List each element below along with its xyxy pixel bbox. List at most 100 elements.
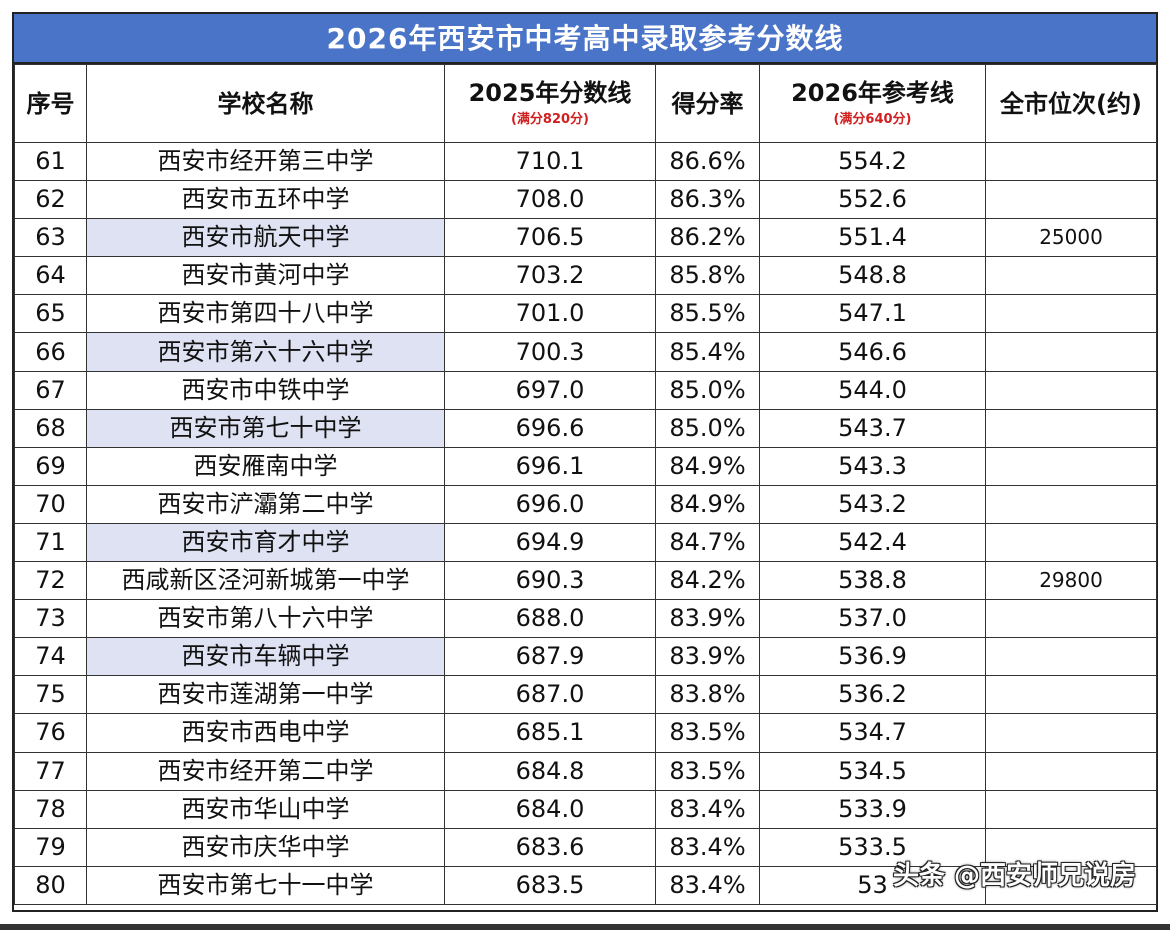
cell-rank	[985, 332, 1157, 372]
header-index: 序号	[14, 64, 87, 143]
cell-score2025: 690.3	[444, 561, 656, 601]
table-row: 69 西安雁南中学 696.1 84.9% 543.3	[14, 446, 1157, 486]
cell-rate: 86.2%	[655, 218, 760, 258]
table-row: 62 西安市五环中学 708.0 86.3% 552.6	[14, 180, 1157, 220]
cell-ref2026: 534.5	[759, 751, 986, 791]
score-table-wrapper: 序号 学校名称 2025年分数线 (满分820分) 得分率 2026年参考线 (…	[14, 64, 1157, 905]
cell-school: 西安雁南中学	[86, 446, 445, 486]
cell-ref2026: 551.4	[759, 218, 986, 258]
cell-score2025: 683.5	[444, 865, 656, 905]
table-row: 75 西安市莲湖第一中学 687.0 83.8% 536.2	[14, 675, 1157, 715]
cell-score2025: 708.0	[444, 180, 656, 220]
cell-school: 西安市浐灞第二中学	[86, 484, 445, 524]
cell-index: 78	[14, 789, 87, 829]
cell-index: 72	[14, 561, 87, 601]
cell-score2025: 685.1	[444, 713, 656, 753]
table-row: 63 西安市航天中学 706.5 86.2% 551.4 25000	[14, 218, 1157, 258]
cell-ref2026: 547.1	[759, 294, 986, 334]
cell-rate: 85.5%	[655, 294, 760, 334]
table-row: 68 西安市第七十中学 696.6 85.0% 543.7	[14, 408, 1157, 448]
table-row: 78 西安市华山中学 684.0 83.4% 533.9	[14, 789, 1157, 829]
cell-rank	[985, 484, 1157, 524]
cell-score2025: 710.1	[444, 141, 656, 182]
cell-rate: 84.2%	[655, 561, 760, 601]
cell-school: 西安市经开第三中学	[86, 141, 445, 182]
table-row: 80 西安市第七十一中学 683.5 83.4% 53	[14, 865, 1157, 905]
cell-rate: 85.8%	[655, 256, 760, 296]
cell-school: 西安市西电中学	[86, 713, 445, 753]
cell-ref2026: 548.8	[759, 256, 986, 296]
cell-school: 西安市五环中学	[86, 180, 445, 220]
cell-rate: 83.4%	[655, 865, 760, 905]
table-row: 77 西安市经开第二中学 684.8 83.5% 534.5	[14, 751, 1157, 791]
cell-index: 71	[14, 522, 87, 563]
table-row: 71 西安市育才中学 694.9 84.7% 542.4	[14, 522, 1157, 563]
cell-school: 西安市航天中学	[86, 218, 445, 258]
cell-ref2026: 534.7	[759, 713, 986, 753]
table-row: 70 西安市浐灞第二中学 696.0 84.9% 543.2	[14, 484, 1157, 524]
cell-index: 64	[14, 256, 87, 296]
table-title: 2026年西安市中考高中录取参考分数线	[14, 14, 1156, 64]
cell-ref2026: 542.4	[759, 522, 986, 563]
cell-rank	[985, 827, 1157, 867]
cell-rank	[985, 180, 1157, 220]
table-row: 74 西安市车辆中学 687.9 83.9% 536.9	[14, 637, 1157, 677]
cell-school: 西安市莲湖第一中学	[86, 675, 445, 715]
cell-index: 73	[14, 599, 87, 639]
cell-rate: 83.4%	[655, 827, 760, 867]
cell-rank: 25000	[985, 218, 1157, 258]
cell-index: 61	[14, 141, 87, 182]
cell-index: 74	[14, 637, 87, 677]
cell-score2025: 683.6	[444, 827, 656, 867]
cell-school: 西安市第八十六中学	[86, 599, 445, 639]
cell-rank	[985, 865, 1157, 905]
cell-school: 西安市第六十六中学	[86, 332, 445, 372]
cell-index: 62	[14, 180, 87, 220]
header-ref2026-note: (满分640分)	[833, 111, 912, 127]
cell-rank	[985, 408, 1157, 448]
cell-rate: 83.5%	[655, 713, 760, 753]
cell-index: 75	[14, 675, 87, 715]
cell-rate: 84.9%	[655, 484, 760, 524]
cell-score2025: 696.6	[444, 408, 656, 448]
cell-score2025: 687.0	[444, 675, 656, 715]
cell-ref2026: 536.9	[759, 637, 986, 677]
cell-rank	[985, 370, 1157, 410]
cell-rank	[985, 141, 1157, 182]
cell-rank: 29800	[985, 561, 1157, 601]
cell-score2025: 703.2	[444, 256, 656, 296]
cell-score2025: 687.9	[444, 637, 656, 677]
table-row: 76 西安市西电中学 685.1 83.5% 534.7	[14, 713, 1157, 753]
cell-rate: 83.4%	[655, 789, 760, 829]
cell-ref2026: 543.2	[759, 484, 986, 524]
cell-rank	[985, 751, 1157, 791]
cell-rank	[985, 446, 1157, 486]
cell-ref2026: 544.0	[759, 370, 986, 410]
table-body: 61 西安市经开第三中学 710.1 86.6% 554.2 62 西安市五环中学 708.0…	[14, 141, 1157, 905]
cell-rate: 83.8%	[655, 675, 760, 715]
cell-index: 76	[14, 713, 87, 753]
cell-rank	[985, 789, 1157, 829]
cell-school: 西安市育才中学	[86, 522, 445, 563]
cell-rate: 86.3%	[655, 180, 760, 220]
cell-ref2026: 537.0	[759, 599, 986, 639]
cell-rate: 83.5%	[655, 751, 760, 791]
bottom-divider	[0, 924, 1170, 930]
cell-school: 西安市庆华中学	[86, 827, 445, 867]
cell-school: 西安市车辆中学	[86, 637, 445, 677]
table-row: 66 西安市第六十六中学 700.3 85.4% 546.6	[14, 332, 1157, 372]
table-row: 72 西咸新区泾河新城第一中学 690.3 84.2% 538.8 29800	[14, 561, 1157, 601]
cell-rank	[985, 522, 1157, 563]
cell-index: 67	[14, 370, 87, 410]
cell-index: 79	[14, 827, 87, 867]
cell-school: 西安市第七十中学	[86, 408, 445, 448]
cell-rank	[985, 256, 1157, 296]
cell-score2025: 697.0	[444, 370, 656, 410]
cell-rate: 84.7%	[655, 522, 760, 563]
cell-ref2026: 533.9	[759, 789, 986, 829]
cell-score2025: 684.0	[444, 789, 656, 829]
cell-ref2026: 538.8	[759, 561, 986, 601]
cell-rate: 85.4%	[655, 332, 760, 372]
cell-school: 西咸新区泾河新城第一中学	[86, 561, 445, 601]
cell-school: 西安市第七十一中学	[86, 865, 445, 905]
